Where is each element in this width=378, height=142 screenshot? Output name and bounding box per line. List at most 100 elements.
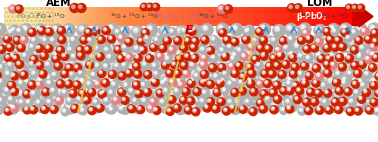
Circle shape: [199, 60, 208, 70]
Circle shape: [79, 90, 83, 94]
Circle shape: [136, 105, 145, 114]
Circle shape: [31, 91, 34, 93]
Circle shape: [357, 4, 365, 12]
Circle shape: [8, 97, 12, 100]
Circle shape: [338, 42, 347, 52]
Circle shape: [54, 27, 56, 29]
Circle shape: [88, 53, 98, 62]
Circle shape: [203, 38, 204, 39]
Circle shape: [88, 62, 89, 64]
Circle shape: [252, 89, 254, 91]
Circle shape: [348, 39, 353, 44]
Bar: [122, 7, 123, 26]
Circle shape: [322, 43, 332, 53]
Bar: [59, 7, 60, 26]
Circle shape: [153, 107, 157, 111]
Circle shape: [9, 71, 19, 81]
Circle shape: [356, 25, 361, 30]
Circle shape: [98, 63, 104, 68]
Circle shape: [286, 81, 290, 84]
Bar: [312, 7, 313, 26]
Circle shape: [314, 88, 323, 98]
Circle shape: [81, 37, 85, 40]
Circle shape: [208, 99, 211, 102]
Bar: [324, 7, 325, 26]
Circle shape: [39, 51, 49, 61]
Bar: [178, 7, 179, 26]
Circle shape: [48, 81, 50, 83]
Circle shape: [103, 27, 107, 31]
Circle shape: [25, 108, 27, 109]
Circle shape: [191, 27, 196, 32]
Circle shape: [154, 61, 167, 75]
Bar: [38, 7, 40, 26]
Bar: [136, 7, 137, 26]
Circle shape: [51, 106, 54, 110]
Circle shape: [54, 57, 56, 58]
Circle shape: [274, 96, 278, 100]
Circle shape: [118, 101, 132, 115]
Circle shape: [182, 98, 183, 99]
Circle shape: [40, 86, 54, 100]
Circle shape: [62, 53, 65, 57]
Circle shape: [0, 65, 1, 67]
Circle shape: [219, 102, 224, 107]
Bar: [172, 7, 174, 26]
Circle shape: [290, 71, 294, 74]
Circle shape: [299, 48, 313, 62]
Circle shape: [173, 69, 182, 78]
Circle shape: [31, 62, 32, 63]
Bar: [248, 7, 249, 26]
Bar: [228, 7, 229, 26]
Circle shape: [215, 90, 217, 91]
Circle shape: [38, 69, 48, 79]
Circle shape: [107, 54, 110, 58]
Circle shape: [349, 99, 353, 102]
Circle shape: [199, 39, 201, 41]
Circle shape: [349, 109, 350, 111]
Circle shape: [200, 79, 204, 83]
Circle shape: [163, 31, 164, 32]
Circle shape: [285, 49, 299, 62]
Circle shape: [336, 106, 339, 110]
Circle shape: [247, 69, 257, 78]
Circle shape: [169, 47, 172, 51]
Circle shape: [94, 29, 95, 31]
Circle shape: [158, 44, 167, 53]
Bar: [93, 7, 95, 26]
Circle shape: [311, 78, 321, 88]
Circle shape: [168, 109, 170, 111]
Circle shape: [31, 91, 34, 94]
Bar: [76, 7, 77, 26]
Bar: [239, 7, 240, 26]
Circle shape: [287, 87, 291, 91]
Bar: [4, 7, 54, 26]
Bar: [31, 7, 33, 26]
Circle shape: [217, 80, 220, 84]
Bar: [266, 7, 268, 26]
Circle shape: [335, 39, 341, 44]
Circle shape: [52, 52, 57, 57]
Circle shape: [150, 103, 152, 105]
Circle shape: [92, 73, 94, 74]
Circle shape: [150, 61, 160, 71]
Circle shape: [336, 66, 339, 68]
Circle shape: [9, 97, 11, 99]
Circle shape: [155, 91, 160, 96]
Circle shape: [282, 39, 283, 40]
Circle shape: [222, 106, 231, 116]
Circle shape: [300, 25, 305, 30]
Text: Pb$_3$O$_4$ + β-PbO$_2$: Pb$_3$O$_4$ + β-PbO$_2$: [154, 10, 216, 23]
Circle shape: [71, 5, 75, 9]
Text: $^{18}$O + $^{18}$O: $^{18}$O + $^{18}$O: [198, 11, 228, 21]
Circle shape: [320, 65, 325, 70]
Circle shape: [332, 78, 341, 87]
Circle shape: [105, 53, 115, 62]
Bar: [280, 7, 281, 26]
Circle shape: [100, 92, 102, 93]
Circle shape: [154, 37, 158, 40]
Circle shape: [165, 56, 169, 59]
Circle shape: [155, 108, 156, 110]
Circle shape: [220, 63, 234, 77]
Circle shape: [121, 43, 130, 52]
